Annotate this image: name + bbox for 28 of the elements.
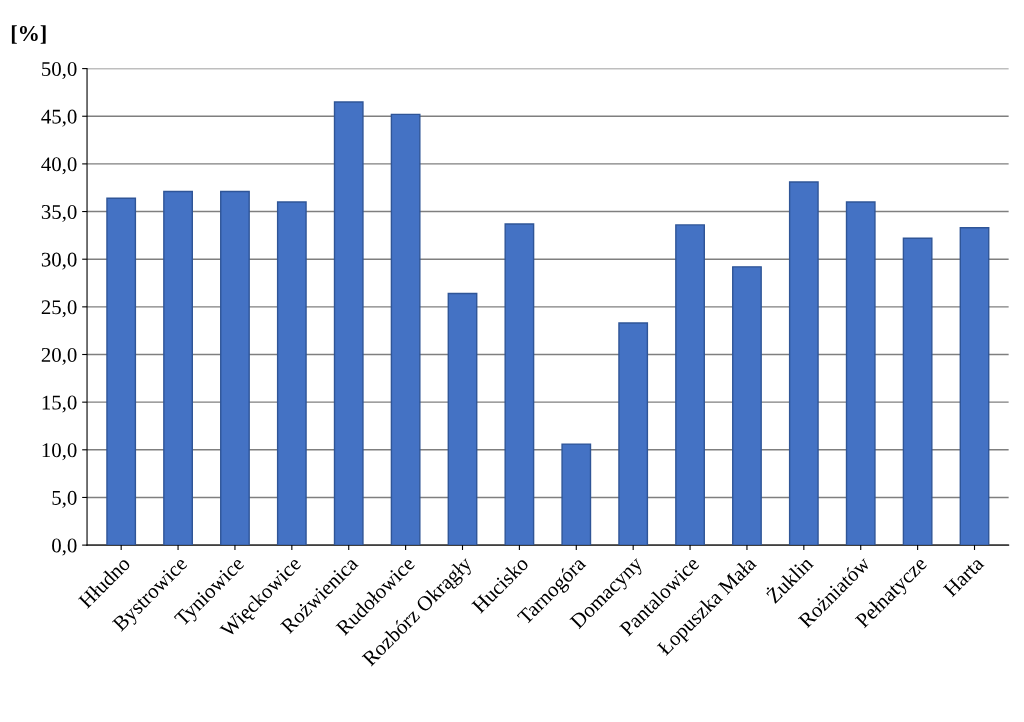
y-tick-label: 5,0	[52, 490, 77, 508]
bar	[333, 101, 364, 546]
y-tick-label: 0,0	[52, 538, 77, 556]
y-tick-label: 30,0	[41, 252, 77, 270]
y-tick-label: 35,0	[41, 204, 77, 222]
bar	[675, 224, 705, 546]
bar	[447, 292, 478, 546]
bar	[106, 197, 137, 546]
y-tick-label: 25,0	[41, 300, 77, 318]
bar	[504, 223, 535, 546]
y-tick-label: 50,0	[42, 61, 77, 80]
bar	[845, 201, 876, 546]
bar	[561, 443, 592, 546]
y-tick-label: 40,0	[41, 157, 77, 175]
y-tick-label: 45,0	[41, 109, 77, 127]
bar	[618, 322, 649, 546]
y-tick-label: 15,0	[42, 395, 77, 413]
y-tick-label: 20,0	[41, 347, 77, 365]
bar	[732, 266, 762, 546]
bar	[788, 181, 819, 546]
bar	[163, 190, 193, 546]
bar	[390, 113, 421, 546]
bar	[276, 201, 307, 546]
bar	[959, 227, 990, 546]
y-axis-title: [%]	[11, 25, 46, 44]
bar	[220, 190, 250, 546]
bar	[902, 237, 933, 546]
y-tick-label: 10,0	[42, 443, 77, 461]
